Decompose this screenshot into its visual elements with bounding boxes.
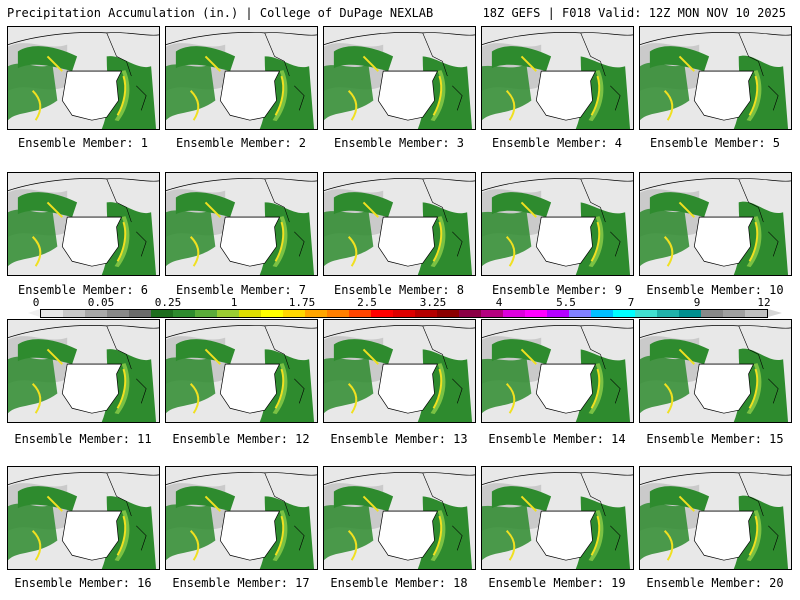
ensemble-member-map [639, 319, 792, 423]
ensemble-member-map [481, 172, 634, 276]
ensemble-member-map [165, 26, 318, 130]
ensemble-member-map [481, 466, 634, 570]
ensemble-member-caption: Ensemble Member: 6 [17, 283, 149, 297]
ensemble-member-caption: Ensemble Member: 10 [646, 283, 784, 297]
ensemble-member-map [323, 26, 476, 130]
scale-swatch [503, 310, 525, 317]
scale-tick-label: 3.25 [419, 296, 447, 309]
ensemble-member-map [481, 26, 634, 130]
scale-swatch [613, 310, 635, 317]
scale-tick-label: 0 [32, 296, 40, 309]
ensemble-member-map [639, 172, 792, 276]
ensemble-member-caption: Ensemble Member: 2 [175, 136, 307, 150]
ensemble-member-map [639, 466, 792, 570]
scale-swatch [217, 310, 239, 317]
scale-swatch [591, 310, 613, 317]
scale-swatch [459, 310, 481, 317]
scale-right-arrow [768, 309, 782, 317]
scale-swatch [525, 310, 547, 317]
ensemble-member-caption: Ensemble Member: 4 [491, 136, 623, 150]
scale-swatch [723, 310, 745, 317]
ensemble-member-map [7, 172, 160, 276]
scale-tick-label: 1.75 [288, 296, 316, 309]
scale-tick-label: 9 [693, 296, 701, 309]
scale-swatch [63, 310, 85, 317]
ensemble-member-caption: Ensemble Member: 20 [646, 576, 784, 590]
scale-swatch [151, 310, 173, 317]
scale-swatch [679, 310, 701, 317]
ensemble-member-map [639, 26, 792, 130]
scale-swatch [173, 310, 195, 317]
scale-tick-label: 0.05 [87, 296, 115, 309]
ensemble-member-caption: Ensemble Member: 8 [333, 283, 465, 297]
scale-swatch [195, 310, 217, 317]
page-title: Precipitation Accumulation (in.) | Colle… [7, 6, 434, 20]
scale-swatch [283, 310, 305, 317]
ensemble-member-caption: Ensemble Member: 1 [17, 136, 149, 150]
scale-tick-label: 2.5 [357, 296, 377, 309]
ensemble-member-map [165, 172, 318, 276]
ensemble-member-map [165, 466, 318, 570]
ensemble-member-map [7, 26, 160, 130]
ensemble-member-map [7, 466, 160, 570]
scale-swatch [129, 310, 151, 317]
scale-swatch [437, 310, 459, 317]
scale-swatch [745, 310, 767, 317]
scale-swatch [701, 310, 723, 317]
ensemble-member-map [7, 319, 160, 423]
ensemble-member-caption: Ensemble Member: 19 [488, 576, 626, 590]
scale-left-arrow [28, 309, 40, 317]
scale-swatch [261, 310, 283, 317]
ensemble-member-caption: Ensemble Member: 16 [14, 576, 152, 590]
ensemble-member-map [323, 172, 476, 276]
scale-swatch [569, 310, 591, 317]
ensemble-member-caption: Ensemble Member: 13 [330, 432, 468, 446]
ensemble-member-caption: Ensemble Member: 7 [175, 283, 307, 297]
ensemble-member-map [323, 466, 476, 570]
scale-tick-label: 12 [757, 296, 771, 309]
scale-swatch [547, 310, 569, 317]
ensemble-member-caption: Ensemble Member: 18 [330, 576, 468, 590]
ensemble-member-caption: Ensemble Member: 17 [172, 576, 310, 590]
scale-swatch [41, 310, 63, 317]
scale-swatch [371, 310, 393, 317]
ensemble-member-map [481, 319, 634, 423]
scale-swatch [657, 310, 679, 317]
scale-swatch [635, 310, 657, 317]
scale-swatch [349, 310, 371, 317]
scale-swatch [85, 310, 107, 317]
scale-tick-label: 5.5 [556, 296, 576, 309]
scale-tick-label: 1 [230, 296, 238, 309]
scale-swatch [305, 310, 327, 317]
scale-swatch [239, 310, 261, 317]
scale-tick-label: 7 [627, 296, 635, 309]
ensemble-member-map [165, 319, 318, 423]
scale-tick-label: 4 [495, 296, 503, 309]
ensemble-member-caption: Ensemble Member: 12 [172, 432, 310, 446]
ensemble-member-caption: Ensemble Member: 15 [646, 432, 784, 446]
ensemble-member-map [323, 319, 476, 423]
precip-color-scale [40, 309, 768, 318]
ensemble-member-caption: Ensemble Member: 9 [491, 283, 623, 297]
ensemble-member-caption: Ensemble Member: 11 [14, 432, 152, 446]
scale-swatch [415, 310, 437, 317]
scale-tick-label: 0.25 [154, 296, 182, 309]
ensemble-member-caption: Ensemble Member: 5 [649, 136, 781, 150]
scale-swatch [327, 310, 349, 317]
scale-swatch [107, 310, 129, 317]
scale-swatch [393, 310, 415, 317]
ensemble-member-caption: Ensemble Member: 3 [333, 136, 465, 150]
ensemble-member-caption: Ensemble Member: 14 [488, 432, 626, 446]
model-run-label: 18Z GEFS | F018 Valid: 12Z MON NOV 10 20… [482, 6, 786, 20]
scale-swatch [481, 310, 503, 317]
